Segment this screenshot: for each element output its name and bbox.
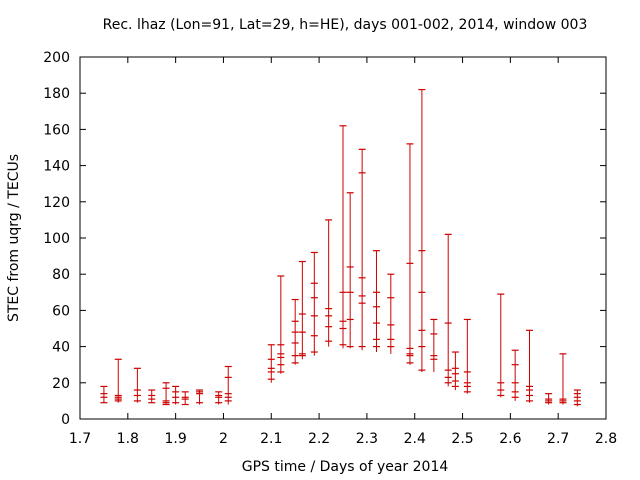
error-bar xyxy=(463,318,471,394)
plot-marks xyxy=(100,88,581,407)
x-tick-label: 2.5 xyxy=(451,431,473,447)
error-bar xyxy=(406,143,414,365)
x-tick-label: 1.8 xyxy=(117,431,139,447)
error-bar xyxy=(298,260,306,360)
y-tick-label: 200 xyxy=(43,50,70,66)
y-tick-label: 180 xyxy=(43,86,70,102)
error-bar xyxy=(224,365,232,405)
error-bar xyxy=(358,148,366,351)
error-bar xyxy=(525,329,533,403)
error-bar xyxy=(372,250,380,353)
x-tick-label: 2 xyxy=(219,431,228,447)
x-tick-label: 2.4 xyxy=(404,431,426,447)
error-bar xyxy=(291,298,299,365)
y-tick-label: 80 xyxy=(52,267,70,283)
y-tick-label: 20 xyxy=(52,376,70,392)
error-bar xyxy=(573,389,581,407)
error-bar xyxy=(267,344,275,383)
y-axis-label: STEC from uqrg / TECUs xyxy=(6,154,22,322)
error-bar xyxy=(172,385,180,405)
y-tick-label: 0 xyxy=(61,412,70,428)
x-tick-label: 1.7 xyxy=(69,431,91,447)
x-axis-ticks: 1.7 1.8 1.9 2 2.1 2.2 2.3 2.4 2.5 2.6 2.7 2.8 xyxy=(69,57,617,447)
error-bar xyxy=(346,192,354,349)
error-bar xyxy=(215,391,223,405)
error-bar xyxy=(339,125,347,349)
x-tick-label: 2.6 xyxy=(499,431,521,447)
x-tick-label: 2.8 xyxy=(595,431,617,447)
error-bar xyxy=(196,389,204,405)
error-bar xyxy=(387,273,395,354)
error-bar xyxy=(444,233,452,387)
error-bar xyxy=(162,382,170,406)
error-bar xyxy=(430,318,438,372)
error-bar xyxy=(451,351,459,391)
x-axis-label: GPS time / Days of year 2014 xyxy=(242,459,449,475)
error-bar xyxy=(181,391,189,406)
y-axis-ticks: 0 20 40 60 80 100 120 140 160 180 200 xyxy=(43,50,606,428)
y-tick-label: 40 xyxy=(52,340,70,356)
error-bar xyxy=(114,358,122,403)
error-bar xyxy=(511,349,519,401)
error-bar xyxy=(277,275,285,374)
y-tick-label: 120 xyxy=(43,195,70,211)
error-bar xyxy=(148,389,156,404)
error-bar xyxy=(545,393,553,405)
y-tick-label: 140 xyxy=(43,159,70,175)
x-tick-label: 1.9 xyxy=(165,431,187,447)
error-bar xyxy=(559,353,567,405)
error-bar xyxy=(497,293,505,398)
error-bar xyxy=(325,219,333,347)
y-tick-label: 100 xyxy=(43,231,70,247)
y-tick-label: 160 xyxy=(43,122,70,138)
chart-title: Rec. lhaz (Lon=91, Lat=29, h=HE), days 0… xyxy=(103,17,588,33)
y-tick-label: 60 xyxy=(52,303,70,319)
error-bar xyxy=(310,251,318,356)
error-bar xyxy=(418,88,426,372)
x-tick-label: 2.2 xyxy=(308,431,330,447)
error-bar xyxy=(100,385,108,404)
x-tick-label: 2.1 xyxy=(260,431,282,447)
x-tick-label: 2.7 xyxy=(547,431,569,447)
x-tick-label: 2.3 xyxy=(356,431,378,447)
error-bar xyxy=(133,367,141,403)
